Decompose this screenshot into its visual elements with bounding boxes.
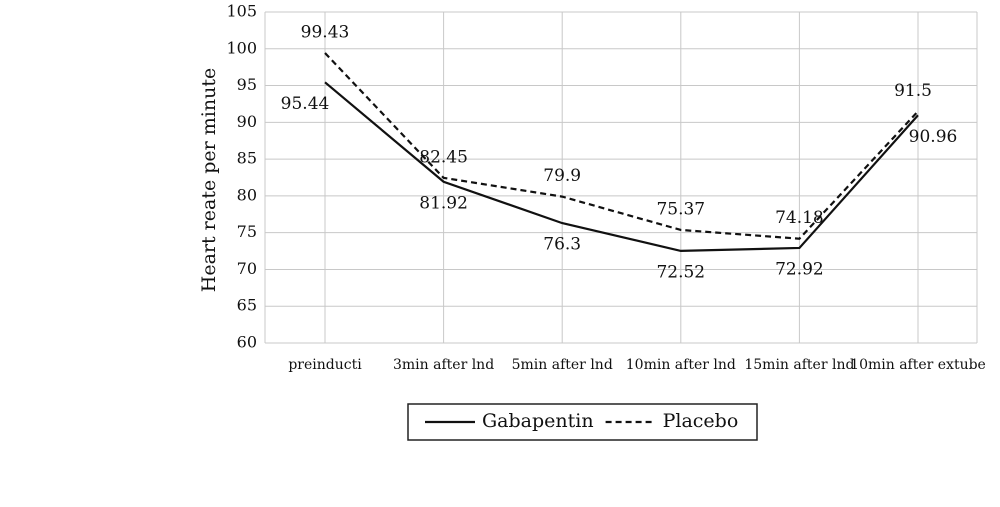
- data-label: 79.9: [543, 166, 581, 186]
- x-tick-label: preinducti: [288, 357, 362, 373]
- legend-label: Placebo: [663, 410, 739, 432]
- data-label: 72.92: [775, 259, 824, 279]
- legend-label: Gabapentin: [482, 410, 594, 432]
- y-tick-label: 70: [237, 259, 257, 278]
- y-tick-label: 100: [226, 38, 257, 57]
- y-tick-label: 75: [237, 222, 257, 241]
- data-label: 76.3: [543, 235, 581, 255]
- y-tick-label: 65: [237, 296, 257, 315]
- data-label: 81.92: [419, 193, 468, 213]
- y-tick-label: 95: [237, 75, 257, 94]
- y-tick-label: 60: [237, 333, 257, 352]
- x-tick-label: 10min after extube: [850, 357, 986, 373]
- series-line: [324, 81, 919, 253]
- data-label: 74.18: [775, 208, 824, 228]
- data-label: 95.44: [281, 94, 330, 114]
- data-label: 90.96: [909, 127, 958, 147]
- x-tick-label: 3min after lnd: [393, 357, 494, 373]
- y-tick-label: 85: [237, 149, 257, 168]
- legend-box: [407, 403, 758, 441]
- y-tick-label: 90: [237, 112, 257, 131]
- y-axis-label: Heart reate per minute: [198, 68, 220, 292]
- data-label: 99.43: [301, 22, 350, 42]
- series-line: [324, 52, 919, 240]
- data-label: 91.5: [894, 81, 932, 101]
- x-tick-label: 10min after lnd: [626, 357, 736, 373]
- x-tick-label: 15min after lnd: [744, 357, 854, 373]
- data-label: 75.37: [656, 199, 705, 219]
- data-label: 82.45: [419, 147, 468, 167]
- y-tick-label: 80: [237, 185, 257, 204]
- data-label: 72.52: [656, 262, 705, 282]
- y-tick-label: 105: [226, 2, 257, 21]
- x-tick-label: 5min after lnd: [512, 357, 613, 373]
